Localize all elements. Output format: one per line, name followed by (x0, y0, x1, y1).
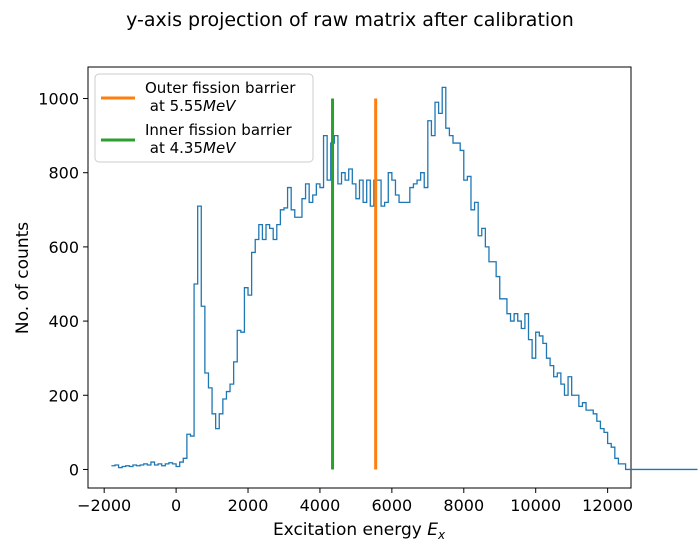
legend-entry-inner-line2: at 4.35MeV (145, 139, 237, 157)
legend-box (94, 73, 314, 163)
x-tick-label: 6000 (372, 496, 413, 515)
y-tick-label: 200 (48, 386, 79, 405)
legend-entry-inner: Inner fission barrier (145, 121, 292, 139)
x-tick-label: 2000 (228, 496, 269, 515)
x-tick-label: 4000 (300, 496, 341, 515)
y-tick-label: 800 (48, 164, 79, 183)
legend-entry-outer-line2: at 5.55MeV (145, 97, 237, 115)
legend-inner-name: Inner fission barrier (145, 121, 292, 139)
y-tick-label: 400 (48, 312, 79, 331)
legend-outer-unit: MeV (203, 97, 237, 115)
plot-area (111, 86, 698, 471)
x-tick-label: 10000 (510, 496, 561, 515)
plot-frame (87, 66, 632, 489)
x-axis-label: Excitation energy Ex (273, 520, 446, 542)
chart-title: y-axis projection of raw matrix after ca… (126, 9, 574, 31)
x-tick-label: 0 (171, 496, 181, 515)
legend-outer-energy: at 5.55 (145, 97, 203, 115)
x-axis-label-symbol: E (427, 520, 438, 540)
x-tick-label: 12000 (582, 496, 633, 515)
y-tick-label: 1000 (38, 90, 79, 109)
x-tick-label: 8000 (443, 496, 484, 515)
legend-entry-outer: Outer fission barrier (145, 79, 296, 97)
y-tick-label: 0 (69, 460, 79, 479)
legend-outer-name: Outer fission barrier (145, 79, 296, 97)
x-tick-label: −2000 (77, 496, 131, 515)
y-axis: 0 200 400 600 800 1000 (38, 90, 88, 479)
histogram-line (111, 86, 698, 471)
x-axis: −2000 0 2000 4000 6000 8000 10000 12000 (77, 488, 633, 515)
x-axis-label-text: Excitation energy (273, 520, 422, 540)
legend: Outer fission barrier at 5.55MeV Inner f… (94, 73, 314, 163)
y-tick-label: 600 (48, 238, 79, 257)
x-axis-label-subscript: x (437, 528, 446, 542)
y-axis-label: No. of counts (13, 222, 33, 334)
legend-inner-unit: MeV (203, 139, 237, 157)
legend-inner-energy: at 4.35 (145, 139, 203, 157)
